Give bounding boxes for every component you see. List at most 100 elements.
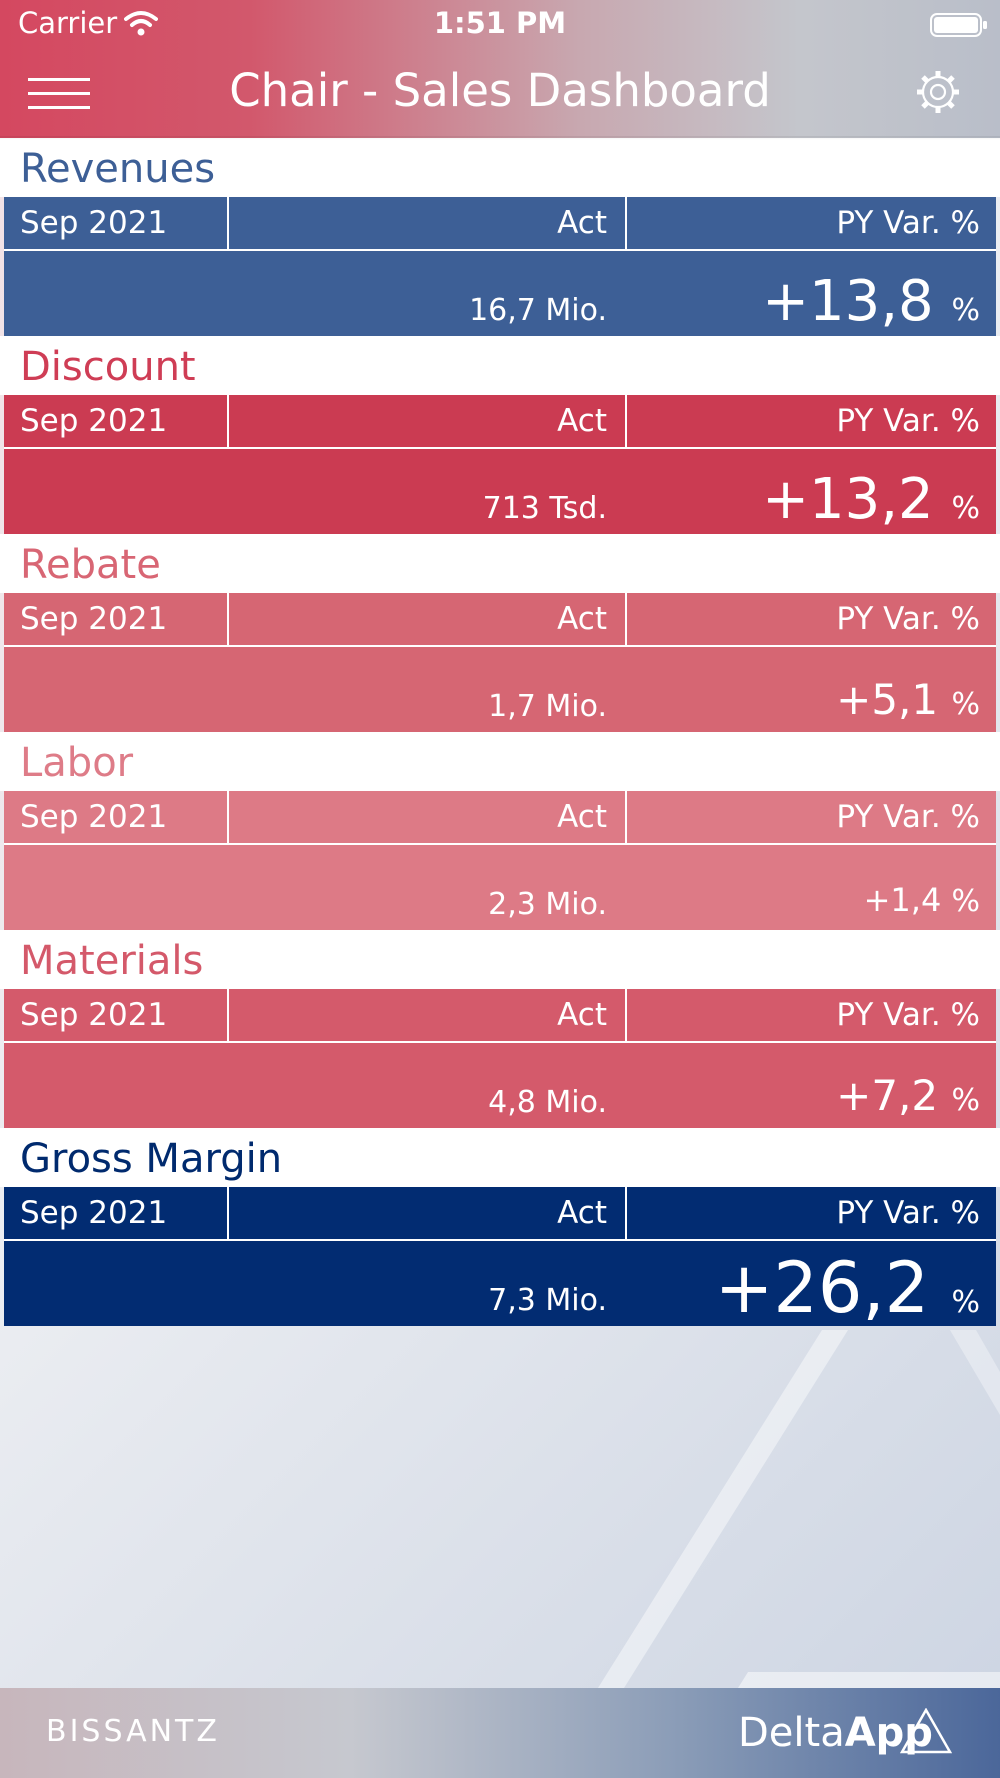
py-var-value: +7,2 % bbox=[628, 1071, 996, 1120]
section-header: Revenues bbox=[0, 138, 1000, 197]
deltaapp-light: Delta bbox=[738, 1710, 845, 1756]
py-var-label: PY Var. % bbox=[836, 205, 980, 241]
section-header: Discount bbox=[0, 336, 1000, 395]
act-label: Act bbox=[557, 1195, 607, 1231]
section-title: Materials bbox=[20, 938, 204, 984]
kpi-section-labor: Labor Sep 2021 Act PY Var. % 2,3 Mio. +1… bbox=[0, 732, 1000, 930]
section-title: Discount bbox=[20, 344, 196, 390]
card-header-row: Sep 2021 Act PY Var. % bbox=[4, 593, 996, 645]
py-var-label: PY Var. % bbox=[836, 403, 980, 439]
status-time: 1:51 PM bbox=[433, 6, 567, 40]
divider bbox=[4, 1239, 996, 1241]
py-var-number: +13,8 bbox=[762, 269, 934, 334]
py-var-number: +5,1 bbox=[836, 675, 939, 724]
act-value: 16,7 Mio. bbox=[469, 293, 607, 328]
period-label: Sep 2021 bbox=[20, 601, 168, 637]
kpi-section-materials: Materials Sep 2021 Act PY Var. % 4,8 Mio… bbox=[0, 930, 1000, 1128]
card-header-row: Sep 2021 Act PY Var. % bbox=[4, 989, 996, 1041]
act-value: 2,3 Mio. bbox=[488, 887, 607, 922]
kpi-card[interactable]: Sep 2021 Act PY Var. % 7,3 Mio. +26,2 % bbox=[4, 1187, 996, 1329]
act-label: Act bbox=[557, 997, 607, 1033]
period-label: Sep 2021 bbox=[20, 1195, 168, 1231]
divider bbox=[625, 989, 627, 1041]
period-label: Sep 2021 bbox=[20, 403, 168, 439]
kpi-card[interactable]: Sep 2021 Act PY Var. % 16,7 Mio. +13,8 % bbox=[4, 197, 996, 336]
section-title: Revenues bbox=[20, 146, 216, 192]
period-label: Sep 2021 bbox=[20, 205, 168, 241]
divider bbox=[625, 197, 627, 249]
section-header: Rebate bbox=[0, 534, 1000, 593]
section-header: Labor bbox=[0, 732, 1000, 791]
divider bbox=[227, 791, 229, 843]
py-var-value: +13,8 % bbox=[628, 269, 996, 334]
divider bbox=[227, 1187, 229, 1239]
divider bbox=[625, 593, 627, 645]
section-title: Labor bbox=[20, 740, 134, 786]
divider bbox=[4, 843, 996, 845]
kpi-section-revenues: Revenues Sep 2021 Act PY Var. % 16,7 Mio… bbox=[0, 138, 1000, 336]
card-header-row: Sep 2021 Act PY Var. % bbox=[4, 791, 996, 843]
kpi-card[interactable]: Sep 2021 Act PY Var. % 4,8 Mio. +7,2 % bbox=[4, 989, 996, 1128]
kpi-section-discount: Discount Sep 2021 Act PY Var. % 713 Tsd.… bbox=[0, 336, 1000, 534]
divider bbox=[227, 197, 229, 249]
py-var-label: PY Var. % bbox=[836, 1195, 980, 1231]
section-header: Materials bbox=[0, 930, 1000, 989]
card-header-row: Sep 2021 Act PY Var. % bbox=[4, 395, 996, 447]
delta-triangle-icon bbox=[900, 1708, 952, 1754]
py-var-number: +13,2 bbox=[762, 467, 934, 532]
percent-unit: % bbox=[951, 884, 980, 919]
gear-icon[interactable] bbox=[912, 66, 964, 118]
section-title: Rebate bbox=[20, 542, 161, 588]
py-var-value: +1,4 % bbox=[628, 881, 996, 919]
divider bbox=[227, 395, 229, 447]
divider bbox=[4, 447, 996, 449]
kpi-card[interactable]: Sep 2021 Act PY Var. % 1,7 Mio. +5,1 % bbox=[4, 593, 996, 732]
deltaapp-logo: DeltaApp bbox=[738, 1710, 933, 1756]
header-shadow bbox=[0, 136, 1000, 140]
percent-unit: % bbox=[951, 1285, 980, 1320]
divider bbox=[625, 395, 627, 447]
bissantz-logo: BISSANTZ bbox=[46, 1714, 220, 1749]
act-value: 713 Tsd. bbox=[482, 491, 607, 526]
py-var-number: +26,2 bbox=[714, 1247, 930, 1329]
card-header-row: Sep 2021 Act PY Var. % bbox=[4, 197, 996, 249]
act-label: Act bbox=[557, 403, 607, 439]
period-label: Sep 2021 bbox=[20, 997, 168, 1033]
divider bbox=[4, 645, 996, 647]
divider bbox=[4, 1041, 996, 1043]
percent-unit: % bbox=[951, 687, 980, 722]
py-var-value: +5,1 % bbox=[628, 675, 996, 724]
percent-unit: % bbox=[951, 491, 980, 526]
section-header: Gross Margin bbox=[0, 1128, 1000, 1187]
py-var-value: +13,2 % bbox=[628, 467, 996, 532]
kpi-list: Revenues Sep 2021 Act PY Var. % 16,7 Mio… bbox=[0, 138, 1000, 1329]
act-value: 7,3 Mio. bbox=[488, 1283, 607, 1318]
py-var-number: +7,2 bbox=[836, 1071, 939, 1120]
divider bbox=[227, 989, 229, 1041]
card-header-row: Sep 2021 Act PY Var. % bbox=[4, 1187, 996, 1239]
divider bbox=[625, 1187, 627, 1239]
hamburger-menu-icon[interactable] bbox=[28, 78, 90, 110]
py-var-number: +1,4 bbox=[863, 881, 942, 919]
percent-unit: % bbox=[951, 293, 980, 328]
kpi-card[interactable]: Sep 2021 Act PY Var. % 713 Tsd. +13,2 % bbox=[4, 395, 996, 534]
kpi-card[interactable]: Sep 2021 Act PY Var. % 2,3 Mio. +1,4 % bbox=[4, 791, 996, 930]
percent-unit: % bbox=[951, 1083, 980, 1118]
status-carrier: Carrier bbox=[18, 6, 118, 40]
divider bbox=[227, 593, 229, 645]
act-label: Act bbox=[557, 205, 607, 241]
py-var-label: PY Var. % bbox=[836, 997, 980, 1033]
py-var-value: +26,2 % bbox=[628, 1247, 996, 1329]
act-label: Act bbox=[557, 601, 607, 637]
kpi-section-rebate: Rebate Sep 2021 Act PY Var. % 1,7 Mio. +… bbox=[0, 534, 1000, 732]
py-var-label: PY Var. % bbox=[836, 601, 980, 637]
act-value: 1,7 Mio. bbox=[488, 689, 607, 724]
app-header: Carrier 1:51 PM Chair - Sales Dashboard bbox=[0, 0, 1000, 138]
page-title: Chair - Sales Dashboard bbox=[229, 64, 771, 117]
kpi-section-gross-margin: Gross Margin Sep 2021 Act PY Var. % 7,3 … bbox=[0, 1128, 1000, 1329]
divider bbox=[4, 249, 996, 251]
wifi-icon bbox=[124, 11, 158, 36]
py-var-label: PY Var. % bbox=[836, 799, 980, 835]
section-title: Gross Margin bbox=[20, 1136, 283, 1182]
footer-bar: BISSANTZ DeltaApp bbox=[0, 1688, 1000, 1778]
